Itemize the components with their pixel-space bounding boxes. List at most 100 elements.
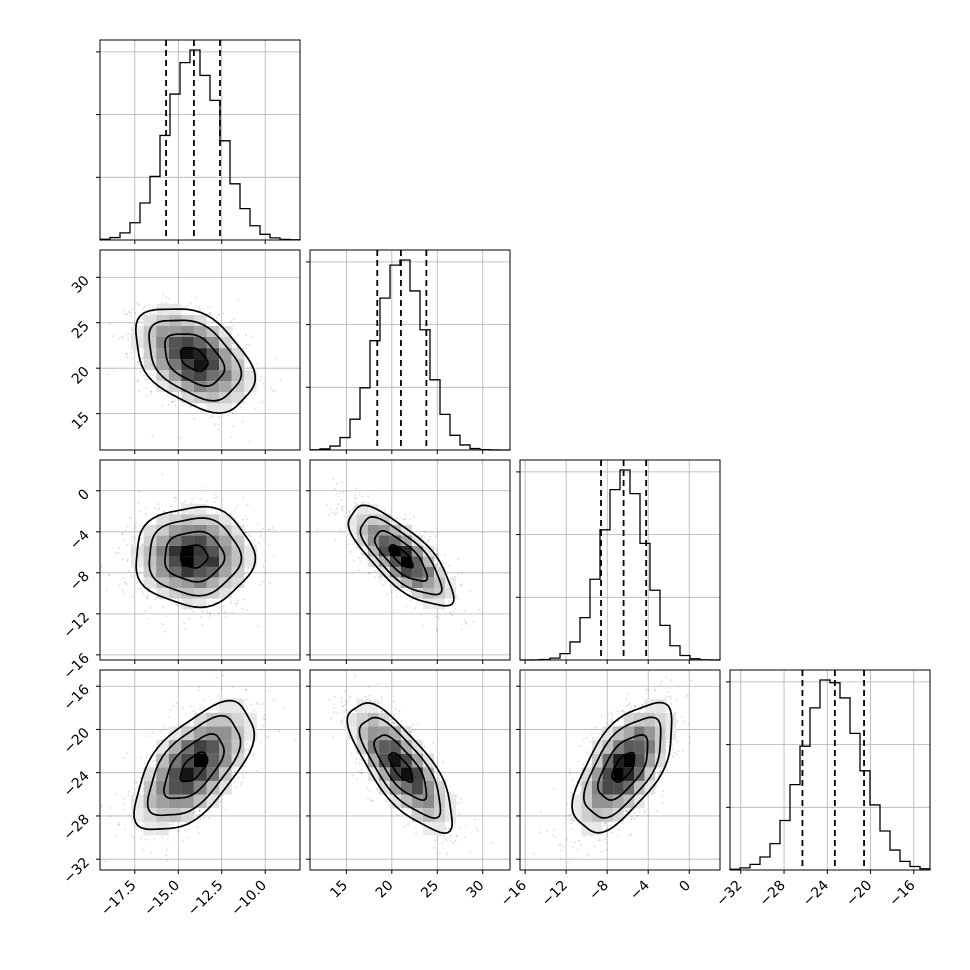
sample-point xyxy=(134,537,136,539)
sample-point xyxy=(235,604,238,607)
sample-point xyxy=(436,563,439,566)
sample-point xyxy=(173,496,176,499)
sample-point xyxy=(209,313,212,316)
sample-point xyxy=(132,595,134,598)
sample-point xyxy=(146,597,149,600)
sample-point xyxy=(170,400,173,403)
sample-point xyxy=(262,527,264,530)
sample-point xyxy=(145,387,148,389)
sample-point xyxy=(367,502,370,504)
density-cell xyxy=(206,545,220,557)
sample-point xyxy=(236,602,239,605)
sample-point xyxy=(139,524,141,527)
y-tick-label: −16 xyxy=(61,650,93,682)
sample-point xyxy=(461,571,464,574)
sample-point xyxy=(130,539,133,542)
sample-point xyxy=(154,598,157,601)
sample-point xyxy=(445,569,448,572)
sample-point xyxy=(279,379,282,381)
sample-point xyxy=(271,389,274,392)
sample-point xyxy=(184,500,186,503)
sample-point xyxy=(122,591,125,594)
sample-point xyxy=(242,518,245,521)
sample-point xyxy=(235,506,238,508)
sample-point xyxy=(108,323,111,326)
sample-point xyxy=(216,496,219,499)
sample-point xyxy=(409,518,412,521)
sample-point xyxy=(149,606,152,608)
sample-point xyxy=(161,473,164,476)
y-tick-label: −8 xyxy=(67,568,93,594)
sample-point xyxy=(149,372,152,375)
sample-point xyxy=(184,627,186,630)
sample-point xyxy=(233,318,236,321)
sample-point xyxy=(337,503,339,505)
sample-point xyxy=(126,356,129,358)
sample-point xyxy=(177,512,180,514)
sample-point xyxy=(227,414,230,417)
panel-2-1 xyxy=(306,459,511,664)
sample-point xyxy=(176,398,179,401)
sample-point xyxy=(191,498,194,500)
sample-point xyxy=(150,390,152,393)
sample-point xyxy=(229,436,232,438)
sample-point xyxy=(361,501,364,504)
sample-point xyxy=(151,374,154,377)
sample-point xyxy=(232,425,235,428)
density-cell xyxy=(193,337,207,348)
sample-point xyxy=(253,539,256,541)
sample-point xyxy=(264,559,267,562)
sample-point xyxy=(368,571,371,574)
sample-point xyxy=(150,390,153,393)
sample-point xyxy=(254,407,257,410)
sample-point xyxy=(367,495,370,498)
sample-point xyxy=(251,542,254,544)
sample-point xyxy=(124,312,127,315)
sample-point xyxy=(365,548,367,551)
sample-point xyxy=(335,507,338,510)
sample-point xyxy=(241,607,244,610)
sample-point xyxy=(172,401,175,404)
density-cell xyxy=(181,337,194,348)
sample-point xyxy=(355,487,358,490)
sample-point xyxy=(122,539,125,541)
sample-point xyxy=(140,537,143,540)
sample-point xyxy=(214,423,217,426)
sample-point xyxy=(123,577,125,579)
y-tick-label: 20 xyxy=(69,364,93,388)
sample-point xyxy=(463,619,466,622)
density-cell xyxy=(181,545,194,557)
sample-point xyxy=(127,339,130,341)
sample-point xyxy=(217,314,220,317)
sample-point xyxy=(130,575,133,578)
sample-point xyxy=(123,309,126,311)
sample-point xyxy=(391,514,393,517)
sample-point xyxy=(343,515,346,518)
sample-point xyxy=(142,307,145,310)
sample-point xyxy=(460,628,463,630)
sample-point xyxy=(192,611,195,613)
sample-point xyxy=(218,416,221,418)
sample-point xyxy=(264,573,267,575)
sample-point xyxy=(251,335,254,338)
sample-point xyxy=(177,394,180,397)
density-cell xyxy=(181,348,194,360)
sample-point xyxy=(154,507,157,510)
sample-point xyxy=(189,302,192,304)
sample-point xyxy=(216,511,219,514)
sample-point xyxy=(257,385,260,387)
sample-point xyxy=(257,523,259,526)
sample-point xyxy=(268,528,271,531)
sample-point xyxy=(258,583,261,586)
sample-point xyxy=(199,308,202,310)
sample-point xyxy=(112,335,115,337)
sample-point xyxy=(161,404,164,407)
density-cell xyxy=(168,577,182,588)
sample-point xyxy=(181,405,184,407)
sample-point xyxy=(329,508,332,510)
sample-point xyxy=(262,565,264,568)
sample-point xyxy=(219,606,222,609)
sample-point xyxy=(175,394,178,396)
sample-point xyxy=(130,543,133,546)
